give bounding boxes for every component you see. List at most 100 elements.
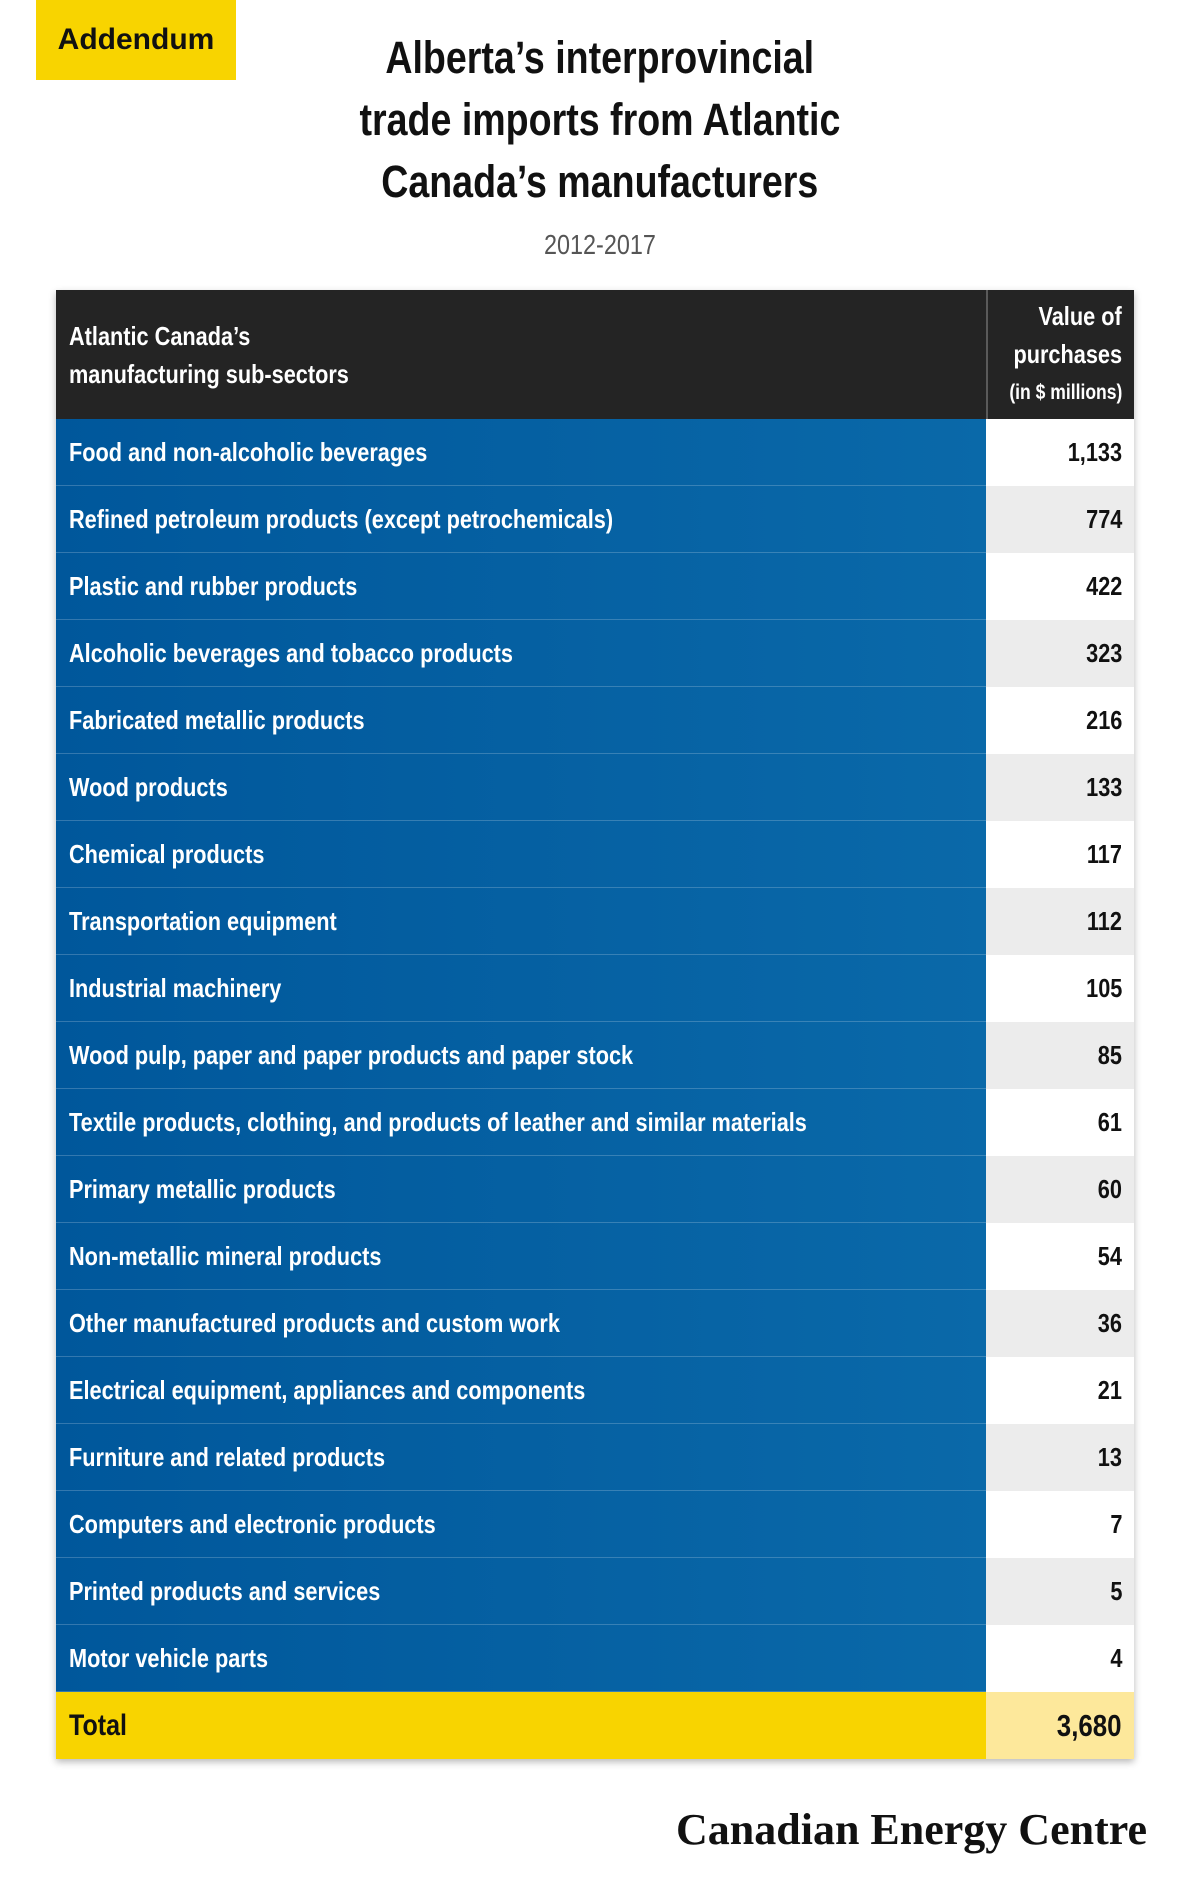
row-label: Non-metallic mineral products	[69, 1240, 382, 1271]
row-value: 13	[1097, 1442, 1122, 1472]
title-line: trade imports from Atlantic	[0, 89, 1200, 151]
row-value: 323	[1085, 638, 1122, 668]
row-value-cell: 1,133	[986, 419, 1134, 486]
row-label-cell: Industrial machinery	[56, 955, 986, 1022]
table-row: Printed products and services 5	[56, 1558, 1134, 1625]
row-value-cell: 61	[986, 1089, 1134, 1156]
row-value-cell: 21	[986, 1357, 1134, 1424]
row-value-cell: 85	[986, 1022, 1134, 1089]
table-row: Primary metallic products 60	[56, 1156, 1134, 1223]
row-label-cell: Other manufactured products and custom w…	[56, 1290, 986, 1357]
row-value: 105	[1085, 973, 1122, 1003]
subtitle-years: 2012-2017	[0, 225, 1200, 265]
addendum-label: Addendum	[57, 23, 215, 56]
table-row: Wood products 133	[56, 754, 1134, 821]
row-label-cell: Wood products	[56, 754, 986, 821]
row-value: 85	[1097, 1040, 1122, 1070]
table-body: Food and non-alcoholic beverages 1,133 Ref…	[56, 419, 1134, 1692]
row-value-cell: 36	[986, 1290, 1134, 1357]
row-label-cell: Motor vehicle parts	[56, 1625, 986, 1692]
row-label-cell: Chemical products	[56, 821, 986, 888]
total-row: Total 3,680	[56, 1692, 1134, 1759]
unit-text: (in $ millions)	[1008, 380, 1122, 404]
row-label: Fabricated metallic products	[69, 704, 365, 735]
row-value-cell: 54	[986, 1223, 1134, 1290]
total-label: Total	[69, 1708, 127, 1742]
total-label-cell: Total	[56, 1692, 986, 1759]
row-label: Transportation equipment	[69, 905, 337, 936]
row-value: 117	[1086, 839, 1122, 869]
row-label: Motor vehicle parts	[69, 1642, 269, 1673]
column-header-line: Value of	[1022, 297, 1122, 335]
row-label-cell: Furniture and related products	[56, 1424, 986, 1491]
row-label: Computers and electronic products	[69, 1508, 436, 1539]
row-value: 133	[1085, 772, 1122, 802]
table-row: Other manufactured products and custom w…	[56, 1290, 1134, 1357]
column-header-text: manufacturing sub-sectors	[69, 358, 349, 389]
row-value: 21	[1097, 1375, 1122, 1405]
column-header-text: Value of	[1038, 300, 1122, 331]
row-label-cell: Textile products, clothing, and products…	[56, 1089, 986, 1156]
row-label: Textile products, clothing, and products…	[69, 1106, 807, 1137]
row-label: Electrical equipment, appliances and com…	[69, 1374, 586, 1405]
row-label-cell: Wood pulp, paper and paper products and …	[56, 1022, 986, 1089]
table-header: Atlantic Canada’s manufacturing sub-sect…	[56, 290, 1134, 419]
row-value-cell: 323	[986, 620, 1134, 687]
table-row: Alcoholic beverages and tobacco products…	[56, 620, 1134, 687]
row-label: Chemical products	[69, 838, 265, 869]
row-value: 36	[1097, 1308, 1122, 1338]
row-value-cell: 133	[986, 754, 1134, 821]
row-label-cell: Alcoholic beverages and tobacco products	[56, 620, 986, 687]
row-label: Other manufactured products and custom w…	[69, 1307, 560, 1338]
table-row: Electrical equipment, appliances and com…	[56, 1357, 1134, 1424]
total-value: 3,680	[1057, 1707, 1122, 1743]
row-label-cell: Non-metallic mineral products	[56, 1223, 986, 1290]
row-label: Plastic and rubber products	[69, 570, 358, 601]
row-value: 774	[1085, 504, 1122, 534]
row-label: Food and non-alcoholic beverages	[69, 436, 428, 467]
subtitle-text: 2012-2017	[544, 229, 656, 260]
column-header-sub-sectors: Atlantic Canada’s manufacturing sub-sect…	[56, 290, 986, 419]
title-text: Alberta’s interprovincial	[385, 32, 815, 83]
table-row: Chemical products 117	[56, 821, 1134, 888]
table-row: Industrial machinery 105	[56, 955, 1134, 1022]
table-row: Transportation equipment 112	[56, 888, 1134, 955]
row-label: Wood products	[69, 771, 228, 802]
row-value-cell: 7	[986, 1491, 1134, 1558]
row-label: Refined petroleum products (except petro…	[69, 503, 614, 534]
column-header-text: Atlantic Canada’s	[69, 320, 251, 351]
row-label: Printed products and services	[69, 1575, 381, 1606]
logo-text: Canadian Energy Centre	[676, 1805, 1147, 1854]
table-row: Motor vehicle parts 4	[56, 1625, 1134, 1692]
row-value: 7	[1109, 1509, 1122, 1539]
page-title: Alberta’s interprovincial trade imports …	[0, 27, 1200, 213]
column-header-line: manufacturing sub-sectors	[69, 355, 986, 393]
column-header-unit: (in $ millions)	[987, 373, 1122, 413]
row-value: 422	[1085, 571, 1122, 601]
row-value-cell: 422	[986, 553, 1134, 620]
addendum-badge: Addendum	[36, 0, 236, 80]
row-label: Industrial machinery	[69, 972, 282, 1003]
row-label-cell: Computers and electronic products	[56, 1491, 986, 1558]
column-header-text: purchases	[1013, 338, 1122, 369]
total-value-cell: 3,680	[986, 1692, 1134, 1759]
row-value-cell: 5	[986, 1558, 1134, 1625]
row-label-cell: Printed products and services	[56, 1558, 986, 1625]
table-row: Fabricated metallic products 216	[56, 687, 1134, 754]
row-value: 60	[1097, 1174, 1122, 1204]
row-value: 61	[1097, 1107, 1122, 1137]
table-row: Textile products, clothing, and products…	[56, 1089, 1134, 1156]
row-label: Furniture and related products	[69, 1441, 386, 1472]
row-value: 216	[1085, 705, 1122, 735]
row-value: 54	[1097, 1241, 1122, 1271]
table-row: Refined petroleum products (except petro…	[56, 486, 1134, 553]
title-line: Alberta’s interprovincial	[0, 27, 1200, 89]
column-header-line: purchases	[992, 335, 1122, 373]
row-value: 4	[1109, 1643, 1122, 1673]
row-label: Wood pulp, paper and paper products and …	[69, 1039, 634, 1070]
row-label-cell: Fabricated metallic products	[56, 687, 986, 754]
title-text: trade imports from Atlantic	[359, 94, 841, 145]
row-value-cell: 60	[986, 1156, 1134, 1223]
row-value: 112	[1086, 906, 1122, 936]
row-value-cell: 13	[986, 1424, 1134, 1491]
